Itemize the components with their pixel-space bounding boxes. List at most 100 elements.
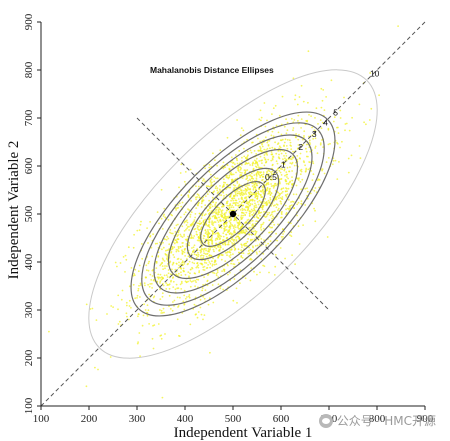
scatter-point bbox=[178, 334, 180, 337]
scatter-point bbox=[304, 170, 307, 173]
scatter-point bbox=[261, 189, 264, 192]
scatter-point bbox=[244, 222, 246, 224]
scatter-point bbox=[222, 235, 225, 238]
scatter-point bbox=[277, 167, 279, 170]
scatter-point bbox=[296, 155, 299, 157]
scatter-point bbox=[214, 239, 217, 242]
scatter-point bbox=[179, 245, 182, 248]
scatter-point bbox=[156, 242, 159, 245]
scatter-point bbox=[259, 226, 262, 229]
scatter-point bbox=[247, 249, 250, 252]
scatter-point bbox=[266, 179, 269, 182]
scatter-point bbox=[231, 165, 234, 168]
scatter-point bbox=[259, 194, 262, 196]
x-tick-label: 200 bbox=[81, 413, 98, 425]
scatter-point bbox=[149, 221, 152, 223]
scatter-point bbox=[229, 209, 232, 211]
scatter-point bbox=[184, 297, 187, 300]
scatter-point bbox=[213, 272, 216, 274]
scatter-point bbox=[193, 228, 196, 231]
scatter-point bbox=[264, 184, 267, 186]
watermark: 公众号 · HMC开源 bbox=[318, 412, 436, 429]
scatter-point bbox=[112, 306, 114, 308]
scatter-point bbox=[314, 145, 317, 148]
scatter-point bbox=[207, 229, 209, 231]
scatter-point bbox=[230, 178, 233, 181]
scatter-point bbox=[270, 185, 273, 188]
scatter-point bbox=[347, 171, 350, 174]
scatter-point bbox=[163, 260, 166, 262]
scatter-point bbox=[266, 182, 269, 185]
scatter-point bbox=[210, 184, 213, 187]
scatter-point bbox=[267, 199, 270, 202]
scatter-point bbox=[216, 238, 219, 241]
scatter-point bbox=[207, 259, 210, 262]
scatter-point bbox=[297, 138, 300, 141]
scatter-point bbox=[235, 158, 238, 160]
scatter-point bbox=[166, 284, 169, 286]
scatter-point bbox=[122, 256, 125, 258]
scatter-point bbox=[225, 209, 228, 212]
scatter-point bbox=[274, 198, 276, 201]
scatter-point bbox=[229, 256, 232, 259]
scatter-point bbox=[270, 159, 273, 162]
scatter-point bbox=[237, 204, 240, 207]
scatter-point bbox=[300, 202, 303, 205]
y-axis-title: Independent Variable 2 bbox=[6, 141, 22, 280]
scatter-point bbox=[249, 258, 251, 261]
scatter-point bbox=[226, 263, 229, 266]
scatter-point bbox=[223, 268, 226, 271]
scatter-point bbox=[263, 154, 266, 156]
scatter-point bbox=[137, 270, 140, 273]
scatter-point bbox=[200, 202, 203, 205]
scatter-point bbox=[146, 314, 149, 317]
scatter-point bbox=[289, 162, 292, 165]
scatter-point bbox=[238, 219, 241, 222]
scatter-point bbox=[211, 263, 214, 266]
scatter-point bbox=[249, 204, 252, 207]
scatter-point bbox=[229, 254, 232, 256]
scatter-point bbox=[247, 154, 249, 157]
scatter-point bbox=[210, 239, 213, 241]
scatter-point bbox=[265, 244, 267, 247]
scatter-point bbox=[249, 279, 252, 282]
scatter-point bbox=[217, 221, 220, 223]
scatter-point bbox=[137, 341, 140, 343]
scatter-point bbox=[275, 203, 278, 206]
scatter-point bbox=[280, 197, 283, 200]
scatter-point bbox=[191, 261, 194, 264]
scatter-point bbox=[255, 230, 258, 233]
scatter-point bbox=[293, 164, 296, 167]
scatter-point bbox=[229, 271, 231, 274]
scatter-point bbox=[175, 239, 177, 242]
scatter-point bbox=[212, 152, 214, 155]
scatter-point bbox=[240, 214, 243, 217]
scatter-point bbox=[212, 201, 214, 204]
scatter-point bbox=[265, 201, 268, 203]
scatter-point bbox=[160, 312, 163, 314]
scatter-point bbox=[144, 284, 146, 287]
scatter-point bbox=[235, 201, 238, 204]
scatter-point bbox=[136, 297, 138, 299]
scatter-point bbox=[192, 221, 194, 224]
scatter-point bbox=[313, 189, 316, 192]
scatter-point bbox=[359, 157, 362, 160]
scatter-point bbox=[209, 266, 212, 269]
scatter-point bbox=[241, 246, 243, 249]
scatter-point bbox=[247, 195, 250, 198]
scatter-point bbox=[251, 199, 254, 202]
scatter-point bbox=[223, 217, 225, 220]
scatter-point bbox=[256, 273, 258, 276]
scatter-point bbox=[200, 257, 202, 259]
scatter-point bbox=[185, 220, 187, 223]
scatter-point bbox=[289, 234, 291, 237]
scatter-point bbox=[239, 209, 242, 211]
scatter-point bbox=[237, 235, 239, 238]
scatter-point bbox=[237, 225, 239, 228]
scatter-point bbox=[225, 233, 228, 236]
scatter-point bbox=[270, 134, 273, 137]
scatter-point bbox=[280, 174, 283, 176]
scatter-point bbox=[236, 194, 239, 197]
scatter-point bbox=[212, 301, 215, 304]
scatter-point bbox=[254, 182, 257, 185]
